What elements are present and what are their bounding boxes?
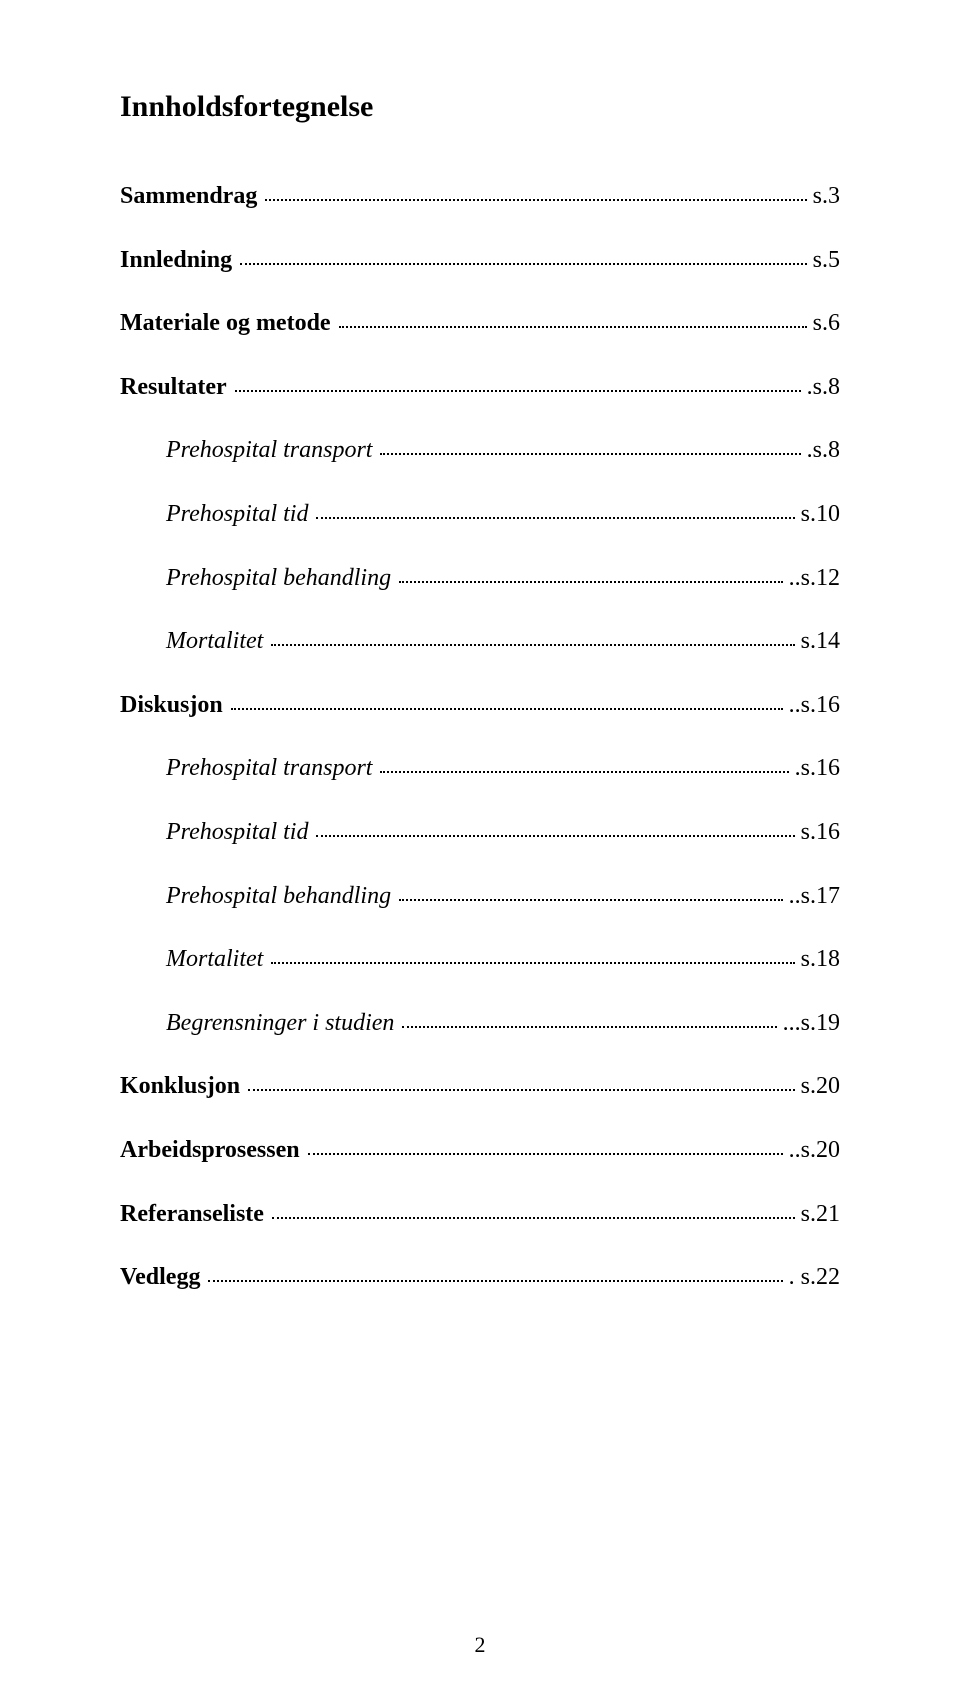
toc-leader-dots <box>240 248 807 264</box>
toc-entry-page: s.6 <box>813 307 840 341</box>
toc-leader-dots <box>271 948 794 964</box>
toc-entry-page: s.14 <box>801 625 840 659</box>
toc-entry: Innledning s.5 <box>120 244 840 278</box>
toc-entry-page: s.10 <box>801 498 840 532</box>
toc-entry-label: Arbeidsprosessen <box>120 1134 300 1168</box>
toc-entry: Prehospital transport .s.8 <box>120 434 840 468</box>
toc-entry-page: ..s.17 <box>789 880 840 914</box>
toc-title: Innholdsfortegnelse <box>120 90 840 124</box>
toc-leader-dots <box>308 1139 783 1155</box>
toc-leader-dots <box>380 439 800 455</box>
page-number-footer: 2 <box>0 1632 960 1658</box>
toc-entry-label: Sammendrag <box>120 180 257 214</box>
toc-entry-page: . s.22 <box>789 1261 840 1295</box>
toc-entry-label: Referanseliste <box>120 1198 264 1232</box>
toc-leader-dots <box>272 1202 795 1218</box>
toc-entry-label: Prehospital behandling <box>166 562 391 596</box>
toc-entry: Prehospital tid s.16 <box>120 816 840 850</box>
toc-entry: Sammendrag s.3 <box>120 180 840 214</box>
toc-leader-dots <box>265 185 806 201</box>
toc-entry-page: s.16 <box>801 816 840 850</box>
toc-entry: Materiale og metode s.6 <box>120 307 840 341</box>
toc-entry-label: Prehospital behandling <box>166 880 391 914</box>
toc-entry-page: s.5 <box>813 244 840 278</box>
toc-entry: Mortalitet s.14 <box>120 625 840 659</box>
toc-entry-label: Mortalitet <box>166 943 263 977</box>
toc-entry-page: .s.8 <box>807 371 840 405</box>
toc-leader-dots <box>316 821 794 837</box>
toc-entry-label: Resultater <box>120 371 227 405</box>
toc-entry: Diskusjon ..s.16 <box>120 689 840 723</box>
toc-leader-dots <box>339 312 807 328</box>
toc-entry: Vedlegg . s.22 <box>120 1261 840 1295</box>
toc-entry: Prehospital behandling ..s.17 <box>120 880 840 914</box>
toc-entry-page: s.3 <box>813 180 840 214</box>
toc-leader-dots <box>235 375 801 391</box>
toc-entry-page: ..s.16 <box>789 689 840 723</box>
toc-entry-page: .s.8 <box>807 434 840 468</box>
toc-entry: Prehospital transport .s.16 <box>120 752 840 786</box>
toc-entry-label: Konklusjon <box>120 1070 240 1104</box>
toc-entry-page: ..s.12 <box>789 562 840 596</box>
toc-entry: Resultater .s.8 <box>120 371 840 405</box>
toc-leader-dots <box>380 757 788 773</box>
toc-leader-dots <box>399 884 783 900</box>
toc-leader-dots <box>316 503 794 519</box>
toc-entry-label: Prehospital transport <box>166 434 372 468</box>
toc-entry-label: Diskusjon <box>120 689 223 723</box>
toc-entry-page: s.18 <box>801 943 840 977</box>
toc-entry-label: Prehospital tid <box>166 816 308 850</box>
toc-entry-page: ..s.20 <box>789 1134 840 1168</box>
toc-entry-label: Materiale og metode <box>120 307 331 341</box>
toc-leader-dots <box>208 1266 782 1282</box>
toc-entry-label: Vedlegg <box>120 1261 200 1295</box>
page: Innholdsfortegnelse Sammendrag s.3 Innledn… <box>0 0 960 1702</box>
toc-leader-dots <box>248 1075 795 1091</box>
toc-entry-label: Begrensninger i studien <box>166 1007 394 1041</box>
toc-leader-dots <box>399 566 783 582</box>
toc-entry: Mortalitet s.18 <box>120 943 840 977</box>
toc-entry-page: s.21 <box>801 1198 840 1232</box>
toc-entry-label: Prehospital transport <box>166 752 372 786</box>
toc-entry: Arbeidsprosessen ..s.20 <box>120 1134 840 1168</box>
toc-entry: Prehospital tid s.10 <box>120 498 840 532</box>
toc-entry-page: s.20 <box>801 1070 840 1104</box>
toc-leader-dots <box>402 1011 776 1027</box>
toc-entry-label: Prehospital tid <box>166 498 308 532</box>
toc-entry: Prehospital behandling ..s.12 <box>120 562 840 596</box>
toc-entry-page: .s.16 <box>795 752 840 786</box>
toc-list: Sammendrag s.3 Innledning s.5 Materiale og m… <box>120 180 840 1295</box>
toc-entry: Referanseliste s.21 <box>120 1198 840 1232</box>
toc-entry-page: ...s.19 <box>783 1007 840 1041</box>
toc-entry-label: Mortalitet <box>166 625 263 659</box>
toc-leader-dots <box>231 693 783 709</box>
toc-entry: Begrensninger i studien ...s.19 <box>120 1007 840 1041</box>
toc-entry-label: Innledning <box>120 244 232 278</box>
toc-entry: Konklusjon s.20 <box>120 1070 840 1104</box>
toc-leader-dots <box>271 630 794 646</box>
